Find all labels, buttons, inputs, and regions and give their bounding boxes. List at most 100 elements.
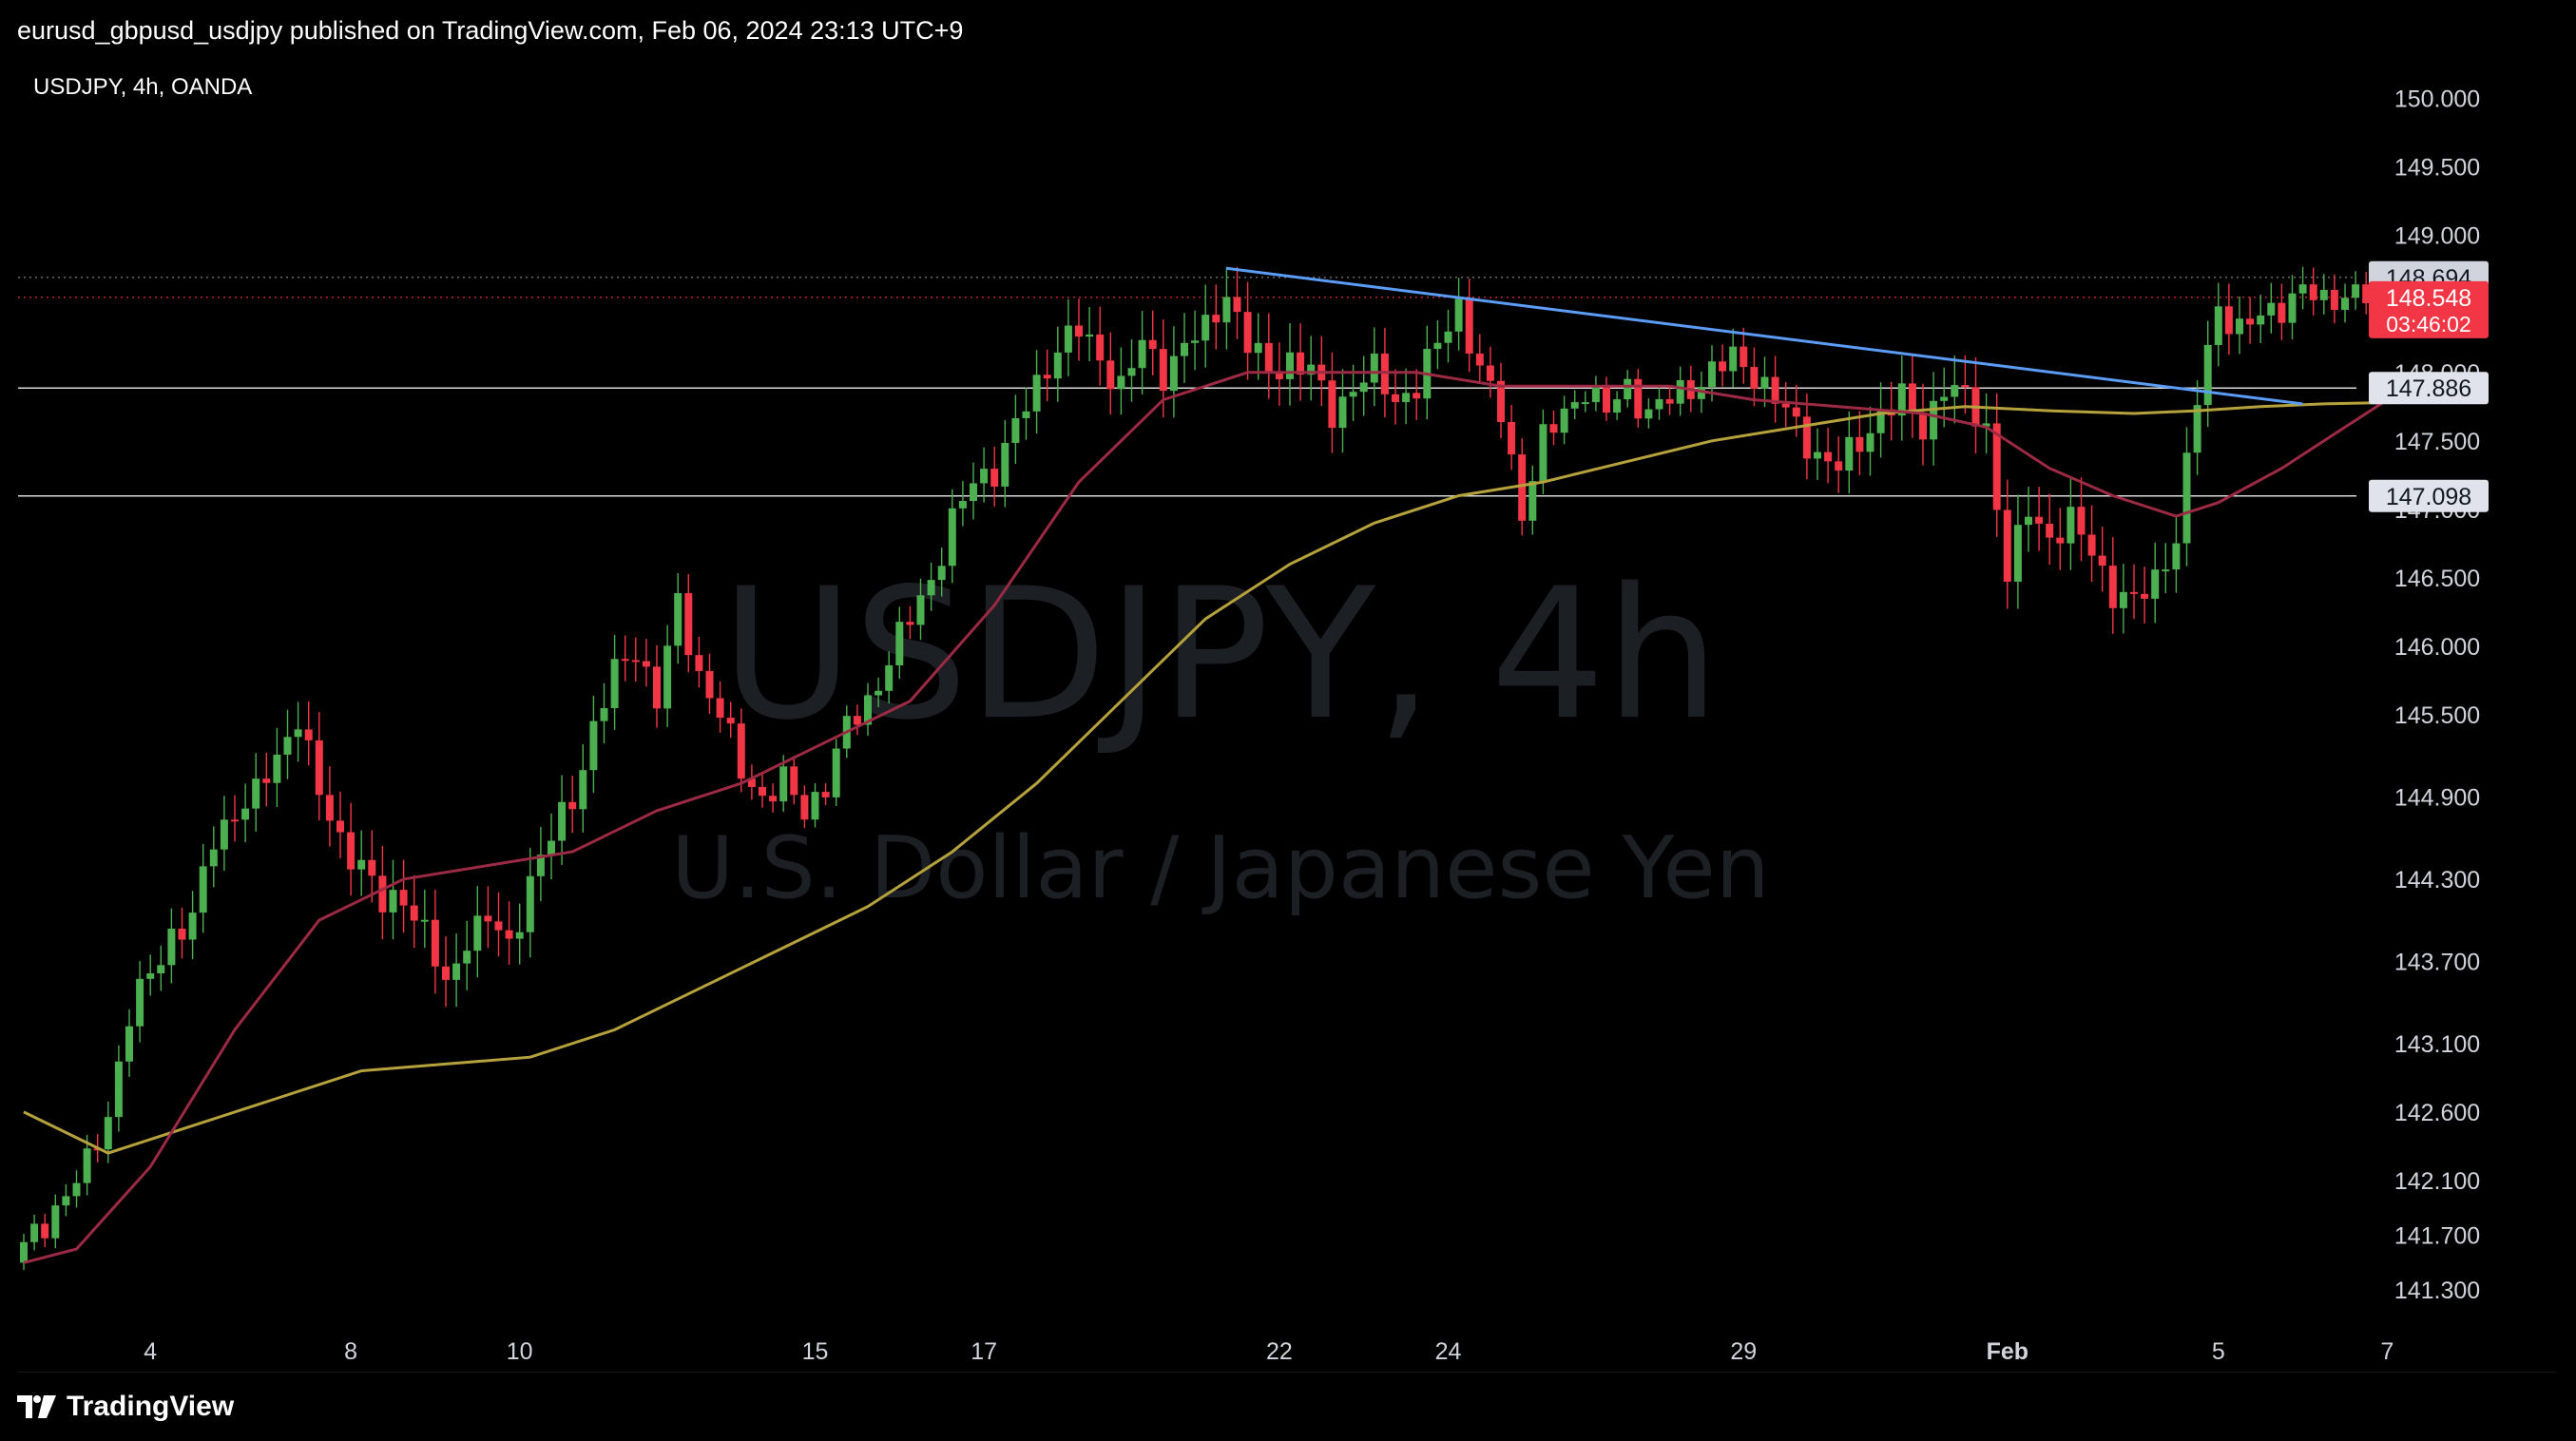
candle-body <box>2352 284 2360 298</box>
candle-body <box>2098 555 2106 567</box>
candle-body <box>2162 569 2170 572</box>
tradingview-logo-icon[interactable] <box>17 1395 57 1418</box>
candle-body <box>1697 387 1705 399</box>
candle-body <box>2319 289 2328 300</box>
candle-body <box>1138 339 1146 369</box>
candle-body <box>2035 516 2044 524</box>
candle-body <box>1117 375 1125 390</box>
price-label-text: 148.548 <box>2386 285 2471 312</box>
candle-body <box>241 808 250 820</box>
x-axis[interactable]: 4 8 10 15 17 22 24 29 Feb 5 7 <box>144 1338 2393 1365</box>
y-tick-label: 143.700 <box>2394 949 2480 975</box>
y-tick-label: 144.300 <box>2394 867 2480 893</box>
candle-body <box>980 469 989 484</box>
candle-body <box>631 660 640 663</box>
candle-body <box>1297 352 1305 375</box>
candle-body <box>1750 367 1759 389</box>
candle-body <box>62 1196 70 1206</box>
price-label-box <box>2369 479 2489 512</box>
candle-body <box>51 1205 60 1239</box>
candle-body <box>252 778 260 809</box>
y-tick-label: 141.300 <box>2394 1278 2480 1304</box>
candle-body <box>1824 452 1833 462</box>
x-tick-label: 7 <box>2380 1338 2393 1365</box>
watermark-symbol: USDJPY, 4h <box>721 549 1721 759</box>
candle-body <box>1729 346 1738 372</box>
trendline[interactable] <box>1226 266 2303 406</box>
candle-body <box>2013 525 2022 582</box>
candle-body <box>1528 481 1537 521</box>
price-chart[interactable]: USDJPY, 4h U.S. Dollar / Japanese Yen USDJ… <box>18 61 2556 1373</box>
candle-body <box>853 716 861 725</box>
y-tick-label: 146.500 <box>2394 566 2480 592</box>
candle-body <box>759 786 766 797</box>
candle-body <box>262 778 271 783</box>
candle-body <box>2298 284 2307 294</box>
symbol-label: USDJPY, 4h, OANDA <box>33 74 252 100</box>
candle-body <box>1676 380 1684 404</box>
candle-body <box>1560 408 1568 433</box>
chart-panel[interactable]: USDJPY, 4h U.S. Dollar / Japanese Yen USDJ… <box>18 61 2556 1373</box>
candle-body <box>1508 422 1516 455</box>
candle-body <box>188 913 197 940</box>
candle-body <box>2203 344 2212 406</box>
price-label-box <box>2369 280 2489 338</box>
candle-body <box>2214 306 2222 345</box>
candle-body <box>2288 293 2297 323</box>
candle-body <box>2119 591 2127 608</box>
candle-body <box>2341 298 2349 311</box>
candle-body <box>1951 385 1959 397</box>
price-label-text: 147.098 <box>2386 484 2471 510</box>
y-tick-label: 147.500 <box>2394 429 2480 455</box>
candle-body <box>653 666 661 709</box>
candle-body <box>1518 454 1527 521</box>
candle-body <box>473 915 482 951</box>
tradingview-brand[interactable]: TradingView <box>67 1391 235 1422</box>
candle-body <box>927 580 935 596</box>
candle-body <box>958 501 967 509</box>
x-tick-label: 4 <box>144 1338 157 1365</box>
candle-body <box>1328 380 1336 429</box>
candle-body <box>705 670 714 699</box>
candle-body <box>1802 416 1811 459</box>
candle-body <box>1908 383 1916 413</box>
x-tick-label: 29 <box>1730 1338 1757 1365</box>
candle-body <box>610 659 619 708</box>
candle-body <box>484 915 492 922</box>
candle-body <box>2003 509 2011 582</box>
candle-body <box>558 801 567 841</box>
candle-body <box>1032 375 1041 412</box>
price-label-level: 147.886 <box>2369 372 2489 405</box>
watermark-description: U.S. Dollar / Japanese Yen <box>671 818 1770 918</box>
y-tick-label: 150.000 <box>2394 86 2480 113</box>
candle-body <box>315 740 323 796</box>
candle-body <box>579 770 587 810</box>
candle-body <box>1096 334 1105 361</box>
x-tick-label: 17 <box>971 1338 997 1365</box>
candle-body <box>2182 452 2191 544</box>
candle-body <box>1191 340 1200 343</box>
candle-body <box>1603 386 1610 413</box>
candle-body <box>779 766 788 802</box>
candle-body <box>589 720 598 771</box>
candle-body <box>1392 394 1399 402</box>
candle-body <box>1539 424 1548 482</box>
candle-body <box>104 1117 112 1150</box>
candle-body <box>1243 312 1252 354</box>
candle-body <box>1845 436 1854 471</box>
candle-body <box>1719 361 1727 372</box>
candle-body <box>325 795 334 821</box>
candle-body <box>1380 353 1389 394</box>
candle-body <box>1043 375 1051 379</box>
x-tick-label: 15 <box>802 1338 829 1365</box>
candle-body <box>1444 331 1452 343</box>
candle-body <box>347 832 356 870</box>
candle-body <box>790 766 798 796</box>
candle-body <box>1349 392 1357 397</box>
candle-body <box>125 1026 133 1062</box>
candle-body <box>1127 368 1136 376</box>
candle-body <box>1212 315 1221 323</box>
y-tick-label: 142.600 <box>2394 1100 2480 1126</box>
candle-body <box>20 1241 28 1263</box>
